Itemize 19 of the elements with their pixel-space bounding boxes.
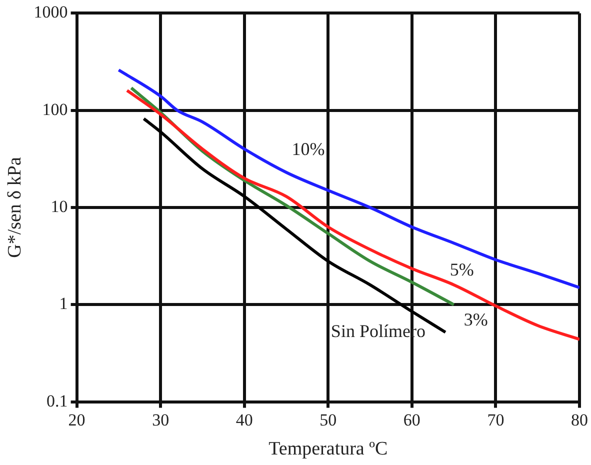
y-tick-label: 0.1	[46, 391, 68, 410]
y-tick-label: 10	[50, 196, 68, 216]
y-tick-label: 1000	[34, 2, 68, 22]
x-axis-title: Temperatura ºC	[268, 438, 388, 460]
x-tick-label: 50	[320, 410, 337, 430]
y-tick-label: 100	[42, 100, 68, 119]
x-tick-label: 60	[403, 410, 420, 430]
line-series	[117, 68, 580, 290]
x-tick-label: 30	[152, 410, 170, 430]
series-label: 5%	[450, 260, 474, 280]
series-label: 3%	[464, 309, 488, 330]
y-axis-title: G*/sen δ kPa	[4, 156, 26, 258]
x-tick-label: 80	[571, 410, 588, 430]
line-series	[126, 89, 580, 341]
x-tick-label: 20	[68, 410, 86, 430]
y-tick-label: 1	[59, 294, 68, 314]
series-label: 10%	[292, 139, 325, 160]
x-tick-label: 70	[487, 410, 504, 430]
x-tick-label: 40	[236, 410, 253, 430]
